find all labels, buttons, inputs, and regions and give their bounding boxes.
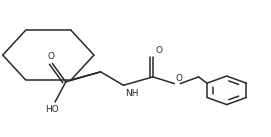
Text: HO: HO: [46, 105, 59, 114]
Text: NH: NH: [125, 89, 138, 99]
Text: O: O: [176, 74, 183, 83]
Text: O: O: [156, 46, 163, 55]
Text: O: O: [47, 52, 54, 61]
